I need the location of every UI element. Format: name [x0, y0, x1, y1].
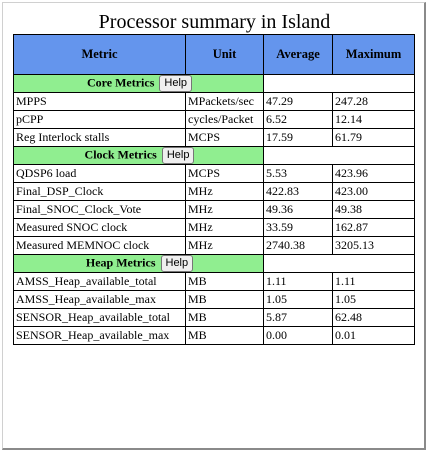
average-cell: 49.36	[264, 201, 333, 219]
header-unit: Unit	[186, 35, 264, 75]
unit-cell: MCPS	[186, 165, 264, 183]
section-spacer	[264, 147, 415, 165]
table-header-row: Metric Unit Average Maximum	[14, 35, 415, 75]
average-cell: 33.59	[264, 219, 333, 237]
metric-cell: pCPP	[14, 111, 186, 129]
maximum-cell: 423.00	[333, 183, 415, 201]
table-row: Measured MEMNOC clock MHz 2740.38 3205.1…	[14, 237, 415, 255]
maximum-cell: 62.48	[333, 309, 415, 327]
metric-cell: QDSP6 load	[14, 165, 186, 183]
maximum-cell: 61.79	[333, 129, 415, 147]
metric-cell: AMSS_Heap_available_total	[14, 273, 186, 291]
help-button-core-metrics[interactable]: Help	[159, 75, 193, 92]
table-row: SENSOR_Heap_available_max MB 0.00 0.01	[14, 327, 415, 345]
table-row: Final_SNOC_Clock_Vote MHz 49.36 49.38	[14, 201, 415, 219]
section-title: Clock Metrics	[84, 147, 157, 162]
metric-cell: SENSOR_Heap_available_total	[14, 309, 186, 327]
section-header-clock-metrics: Clock Metrics Help	[14, 147, 264, 165]
metric-cell: Final_DSP_Clock	[14, 183, 186, 201]
metric-cell: Measured MEMNOC clock	[14, 237, 186, 255]
maximum-cell: 12.14	[333, 111, 415, 129]
unit-cell: MHz	[186, 237, 264, 255]
section-title: Heap Metrics	[85, 255, 156, 270]
maximum-cell: 1.05	[333, 291, 415, 309]
average-cell: 5.87	[264, 309, 333, 327]
unit-cell: MHz	[186, 219, 264, 237]
section-row-clock-metrics: Clock Metrics Help	[14, 147, 415, 165]
header-maximum: Maximum	[333, 35, 415, 75]
maximum-cell: 1.11	[333, 273, 415, 291]
section-title: Core Metrics	[86, 75, 155, 90]
section-header-core-metrics: Core Metrics Help	[14, 75, 264, 93]
maximum-cell: 162.87	[333, 219, 415, 237]
table-row: Measured SNOC clock MHz 33.59 162.87	[14, 219, 415, 237]
unit-cell: MB	[186, 273, 264, 291]
page-title: Processor summary in Island	[98, 11, 331, 33]
unit-cell: MCPS	[186, 129, 264, 147]
help-button-clock-metrics[interactable]: Help	[161, 147, 195, 164]
table-row: AMSS_Heap_available_total MB 1.11 1.11	[14, 273, 415, 291]
average-cell: 2740.38	[264, 237, 333, 255]
unit-cell: MB	[186, 291, 264, 309]
maximum-cell: 3205.13	[333, 237, 415, 255]
average-cell: 422.83	[264, 183, 333, 201]
maximum-cell: 423.96	[333, 165, 415, 183]
unit-cell: MB	[186, 309, 264, 327]
maximum-cell: 0.01	[333, 327, 415, 345]
table-row: Reg Interlock stalls MCPS 17.59 61.79	[14, 129, 415, 147]
section-row-heap-metrics: Heap Metrics Help	[14, 255, 415, 273]
section-row-core-metrics: Core Metrics Help	[14, 75, 415, 93]
unit-cell: MHz	[186, 183, 264, 201]
table-row: SENSOR_Heap_available_total MB 5.87 62.4…	[14, 309, 415, 327]
processor-summary-table: Metric Unit Average Maximum Core Metrics…	[13, 34, 415, 345]
table-row: pCPP cycles/Packet 6.52 12.14	[14, 111, 415, 129]
maximum-cell: 49.38	[333, 201, 415, 219]
metric-cell: SENSOR_Heap_available_max	[14, 327, 186, 345]
table-row: Final_DSP_Clock MHz 422.83 423.00	[14, 183, 415, 201]
header-metric: Metric	[14, 35, 186, 75]
metric-cell: MPPS	[14, 93, 186, 111]
section-spacer	[264, 255, 415, 273]
average-cell: 1.11	[264, 273, 333, 291]
average-cell: 1.05	[264, 291, 333, 309]
unit-cell: MB	[186, 327, 264, 345]
unit-cell: cycles/Packet	[186, 111, 264, 129]
unit-cell: MHz	[186, 201, 264, 219]
section-spacer	[264, 75, 415, 93]
average-cell: 6.52	[264, 111, 333, 129]
metric-cell: AMSS_Heap_available_max	[14, 291, 186, 309]
help-button-heap-metrics[interactable]: Help	[160, 255, 194, 272]
average-cell: 47.29	[264, 93, 333, 111]
table-row: MPPS MPackets/sec 47.29 247.28	[14, 93, 415, 111]
table-row: AMSS_Heap_available_max MB 1.05 1.05	[14, 291, 415, 309]
average-cell: 5.53	[264, 165, 333, 183]
average-cell: 0.00	[264, 327, 333, 345]
metric-cell: Final_SNOC_Clock_Vote	[14, 201, 186, 219]
unit-cell: MPackets/sec	[186, 93, 264, 111]
header-average: Average	[264, 35, 333, 75]
metric-cell: Reg Interlock stalls	[14, 129, 186, 147]
section-header-heap-metrics: Heap Metrics Help	[14, 255, 264, 273]
average-cell: 17.59	[264, 129, 333, 147]
maximum-cell: 247.28	[333, 93, 415, 111]
table-row: QDSP6 load MCPS 5.53 423.96	[14, 165, 415, 183]
report-frame	[2, 2, 426, 450]
metric-cell: Measured SNOC clock	[14, 219, 186, 237]
